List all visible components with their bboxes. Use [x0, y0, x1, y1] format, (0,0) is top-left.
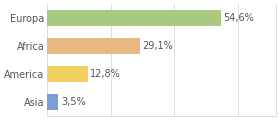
Bar	[47, 10, 221, 26]
Bar	[47, 94, 58, 110]
Text: 12,8%: 12,8%	[90, 69, 121, 79]
Text: 54,6%: 54,6%	[223, 13, 254, 23]
Text: 3,5%: 3,5%	[61, 97, 85, 107]
Bar	[47, 38, 140, 54]
Text: 29,1%: 29,1%	[142, 41, 173, 51]
Bar	[47, 66, 88, 82]
